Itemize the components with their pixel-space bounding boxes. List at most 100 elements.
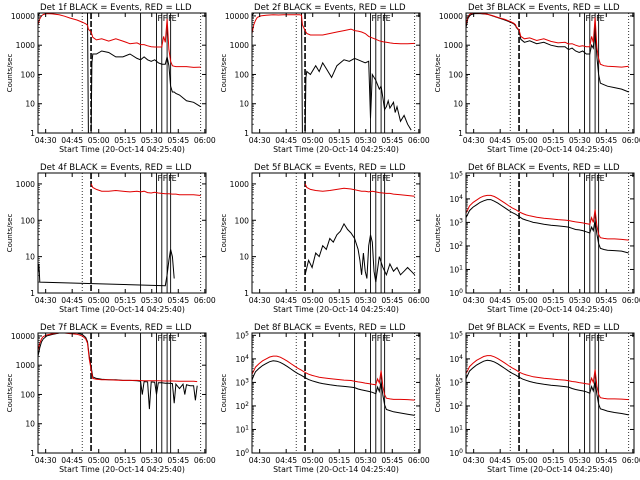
det-6f-xtick-label: 05:00 [516, 296, 538, 305]
det-8f-flag-f: F [377, 334, 382, 343]
det-7f-flag-f: F [168, 334, 173, 343]
det-4f-ytick-label: 1 [30, 289, 35, 298]
det-2f-ytick-label: 10 [239, 100, 249, 109]
det-9f-ytick-label: 104 [450, 354, 464, 364]
det-8f-xlabel: Start Time (20-Oct-14 04:25:40) [273, 465, 399, 474]
det-7f-xtick-label: 04:45 [61, 456, 83, 465]
ytick-base: 10 [450, 171, 460, 180]
det-5f-xtick-label: 05:45 [381, 296, 403, 305]
det-9f-xtick-label: 05:00 [516, 456, 538, 465]
det-7f-xtick-label: 05:00 [88, 456, 110, 465]
det-2f-events-line [252, 13, 412, 133]
det-6f-events-line [466, 199, 629, 254]
det-9f-ytick-label: 100 [450, 448, 464, 458]
ytick-exponent: 5 [459, 330, 463, 337]
det-1f-xtick-label: 06:00 [194, 136, 216, 145]
det-1f-ytick-label: 1 [30, 129, 35, 138]
det-9f-lld-line [466, 355, 629, 401]
det-8f-lld-line [252, 355, 415, 401]
det-8f-events-line [252, 360, 415, 416]
det-7f-frame [37, 332, 207, 454]
det-6f-xlabel: Start Time (20-Oct-14 04:25:40) [487, 305, 613, 314]
det-6f-xtick-label: 06:00 [622, 296, 640, 305]
det-1f-title: Det 1f BLACK = Events, RED = LLD [40, 3, 192, 13]
det-4f-flag-f: F [163, 174, 168, 183]
det-8f-ytick-label: 102 [236, 401, 250, 411]
ytick-exponent: 3 [459, 377, 463, 384]
det-5f-xtick-label: 05:15 [328, 296, 350, 305]
det-9f-ytick-label: 103 [450, 377, 464, 387]
det-3f-frame [465, 12, 635, 134]
det-3f-ytick-label: 100 [449, 70, 464, 79]
ytick-base: 10 [450, 218, 460, 227]
det-8f-ytick-label: 104 [236, 354, 250, 364]
det-9f-xlabel: Start Time (20-Oct-14 04:25:40) [487, 465, 613, 474]
det-6f-ytick-label: 104 [450, 194, 464, 204]
det-6f-xtick-label: 05:45 [595, 296, 617, 305]
det-5f-lld-line [304, 183, 415, 197]
ytick-base: 10 [450, 355, 460, 364]
ytick-exponent: 4 [245, 354, 249, 361]
det-7f-lld-line [38, 333, 198, 383]
det-6f-title: Det 6f BLACK = Events, RED = LLD [468, 163, 620, 173]
det-5f-title: Det 5f BLACK = Events, RED = LLD [254, 163, 406, 173]
det-9f-frame [465, 332, 635, 454]
det-3f-xlabel: Start Time (20-Oct-14 04:25:40) [487, 145, 613, 154]
det-7f-xtick-label: 06:00 [194, 456, 216, 465]
det-1f-ytick-label: 100 [21, 70, 36, 79]
det-2f-xtick-label: 05:30 [355, 136, 377, 145]
det-1f-flag-f: F [157, 14, 162, 23]
det-5f-xtick-label: 05:30 [355, 296, 377, 305]
ytick-exponent: 3 [459, 217, 463, 224]
det-2f-title: Det 2f BLACK = Events, RED = LLD [254, 3, 406, 13]
det-2f-flag-f: F [382, 14, 387, 23]
det-1f-xtick-label: 05:00 [88, 136, 110, 145]
det-7f-xtick-label: 05:15 [114, 456, 136, 465]
det-4f-xtick-label: 05:45 [167, 296, 189, 305]
det-9f-ytick-label: 105 [450, 330, 464, 340]
det-5f-ylabel: Counts/sec [220, 214, 228, 253]
det-5f-ytick-label: 100 [235, 216, 250, 225]
det-6f-xtick-label: 04:45 [489, 296, 511, 305]
det-1f-xtick-label: 05:45 [167, 136, 189, 145]
det-5f-flag-e: E [386, 174, 391, 183]
det-4f-flag-e: E [172, 174, 177, 183]
det-4f-frame [37, 172, 207, 294]
det-8f-xtick-label: 05:30 [355, 456, 377, 465]
det-3f-xtick-label: 04:30 [463, 136, 485, 145]
det-1f-xtick-label: 05:15 [114, 136, 136, 145]
det-2f-xtick-label: 04:30 [249, 136, 271, 145]
det-3f-flag-f: F [585, 14, 590, 23]
det-7f-flag-f: F [163, 334, 168, 343]
det-2f-flag-e: E [386, 14, 391, 23]
det-6f-flag-f: F [591, 174, 596, 183]
det-3f-ylabel: Counts/sec [434, 54, 442, 93]
det-5f-xtick-label: 06:00 [408, 296, 430, 305]
det-9f-xtick-label: 05:15 [542, 456, 564, 465]
det-4f-flag-f: F [168, 174, 173, 183]
det-4f-ytick-label: 100 [21, 216, 36, 225]
det-2f-flag-f: F [371, 14, 376, 23]
det-2f-ytick-label: 1000 [230, 41, 249, 50]
det-7f-ytick-label: 100 [21, 390, 36, 399]
det-8f-xtick-label: 06:00 [408, 456, 430, 465]
det-4f-xtick-label: 04:30 [35, 296, 57, 305]
det-1f-lld-line [38, 13, 201, 68]
ytick-base: 10 [450, 331, 460, 340]
det-5f-xlabel: Start Time (20-Oct-14 04:25:40) [273, 305, 399, 314]
ytick-base: 10 [236, 449, 246, 458]
ytick-exponent: 2 [459, 241, 463, 248]
det-3f-ytick-label: 10 [453, 100, 463, 109]
det-6f-xtick-label: 05:15 [542, 296, 564, 305]
det-7f-ytick-label: 1 [30, 449, 35, 458]
det-2f-frame [251, 12, 421, 134]
det-1f-xtick-label: 04:30 [35, 136, 57, 145]
det-5f-frame [251, 172, 421, 294]
ytick-base: 10 [450, 378, 460, 387]
det-1f-xlabel: Start Time (20-Oct-14 04:25:40) [59, 145, 185, 154]
det-4f-xlabel: Start Time (20-Oct-14 04:25:40) [59, 305, 185, 314]
